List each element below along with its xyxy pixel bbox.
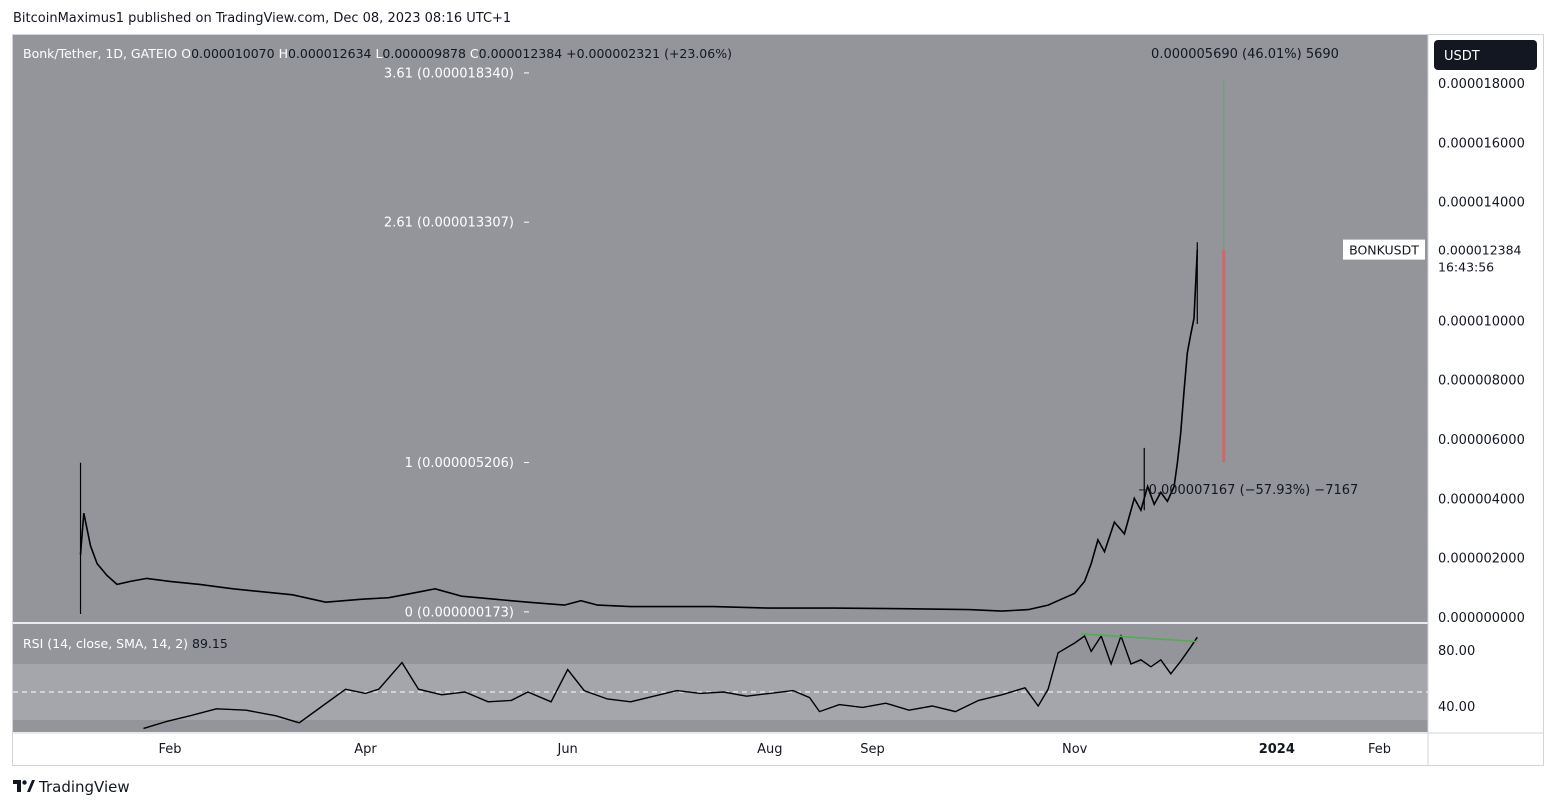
y-tick-label: 0.000010000 xyxy=(1438,314,1525,329)
fib-level-label: 3.61 (0.000018340) xyxy=(384,66,514,81)
last-price-tag xyxy=(1430,239,1528,278)
symbol-tag xyxy=(1343,239,1425,260)
legend-ohlc-key: H xyxy=(279,46,288,61)
currency-badge xyxy=(1434,40,1537,70)
measure-down-label: −0.000007167 (−57.93%) −7167 xyxy=(1138,483,1359,498)
y-tick-label: 0.000018000 xyxy=(1438,77,1525,92)
x-tick-label: Feb xyxy=(1368,742,1391,757)
measure-up-label: 0.000005690 (46.01%) 5690 xyxy=(1151,47,1339,62)
legend-ohlc-value: 0.000012384 xyxy=(479,46,566,61)
footer-brand: TradingView xyxy=(39,778,130,796)
legend-change: +0.000002321 (+23.06%) xyxy=(566,46,732,61)
symbol-tag-label: BONKUSDT xyxy=(1349,243,1419,258)
y-tick-label: 0.000006000 xyxy=(1438,433,1525,448)
legend-ohlc-value: 0.000012634 xyxy=(288,46,375,61)
currency-badge-label: USDT xyxy=(1444,49,1480,64)
price-pane xyxy=(13,35,1428,622)
legend-symbol: Bonk/Tether, 1D, GATEIO xyxy=(23,46,181,61)
fib-level-label: 0 (0.000000173) xyxy=(405,605,514,620)
fib-level-label: 2.61 (0.000013307) xyxy=(384,216,514,231)
legend-ohlc-value: 0.000009878 xyxy=(382,46,469,61)
legend-ohlc-key: L xyxy=(375,46,382,61)
fib-level-label: 1 (0.000005206) xyxy=(405,456,514,471)
rsi-divergence-line xyxy=(1081,633,1198,643)
y-tick-label: 0.000002000 xyxy=(1438,552,1525,567)
x-tick-label: Jun xyxy=(556,742,577,757)
last-price-value: 0.000012384 xyxy=(1438,243,1522,258)
y-tick-label: 0.000014000 xyxy=(1438,196,1525,211)
x-tick-label: Feb xyxy=(158,742,181,757)
legend-ohlc-key: C xyxy=(470,46,479,61)
x-tick-label: 2024 xyxy=(1259,742,1295,757)
y-tick-label: 0.000008000 xyxy=(1438,374,1525,389)
symbol-legend: Bonk/Tether, 1D, GATEIO O0.000010070 H0.… xyxy=(23,46,732,61)
rsi-legend-value: 89.15 xyxy=(192,636,228,651)
x-tick-label: Aug xyxy=(757,742,782,757)
y-tick-label: 0.000004000 xyxy=(1438,492,1525,507)
rsi-line xyxy=(143,633,1198,730)
x-tick-label: Nov xyxy=(1062,742,1088,757)
x-tick-label: Sep xyxy=(860,742,885,757)
y-tick-label: 0.000000000 xyxy=(1438,611,1525,626)
tradingview-logo[interactable]: TradingView xyxy=(13,778,130,796)
rsi-tick-label: 40.00 xyxy=(1438,700,1475,715)
rsi-legend: RSI (14, close, SMA, 14, 2) 89.15 xyxy=(23,636,228,651)
legend-ohlc-value: 0.000010070 xyxy=(191,46,278,61)
tradingview-logo-icon xyxy=(13,778,35,796)
legend-ohlc-key: O xyxy=(181,46,191,61)
rsi-legend-label: RSI (14, close, SMA, 14, 2) xyxy=(23,636,192,651)
y-tick-label: 0.000016000 xyxy=(1438,136,1525,151)
rsi-tick-label: 80.00 xyxy=(1438,644,1475,659)
price-line xyxy=(79,249,1199,612)
last-price-countdown: 16:43:56 xyxy=(1438,260,1494,275)
x-tick-label: Apr xyxy=(354,742,377,757)
tv-mark-icon xyxy=(13,780,35,792)
publish-line: BitcoinMaximus1 published on TradingView… xyxy=(13,11,512,26)
